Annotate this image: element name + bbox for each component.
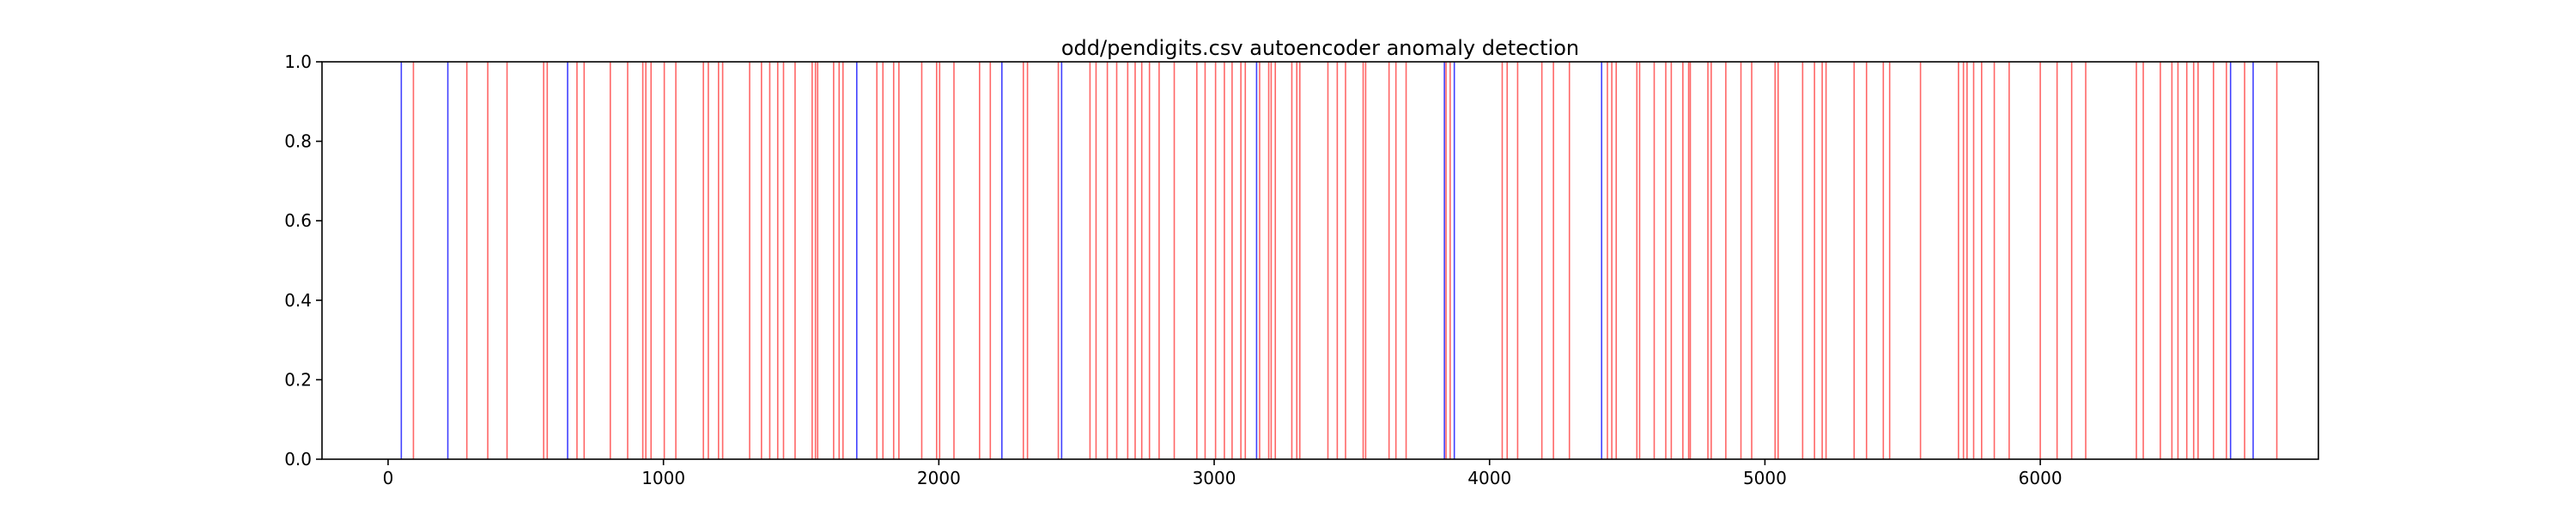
y-tick-label: 0.0 xyxy=(284,449,312,470)
x-tick-label: 2000 xyxy=(917,468,961,488)
plot-background xyxy=(322,62,2318,459)
y-tick-label: 0.4 xyxy=(284,290,312,311)
x-tick-label: 4000 xyxy=(1467,468,1511,488)
x-tick-label: 6000 xyxy=(2019,468,2063,488)
series-group xyxy=(400,62,2278,459)
x-tick-label: 1000 xyxy=(641,468,685,488)
y-tick-label: 1.0 xyxy=(284,52,312,72)
x-tick-label: 0 xyxy=(383,468,394,488)
anomaly-series-red xyxy=(412,62,2278,459)
x-axis-ticks: 0 1000 2000 3000 4000 5000 6000 xyxy=(383,459,2063,488)
x-tick-label: 5000 xyxy=(1743,468,1787,488)
y-tick-label: 0.2 xyxy=(284,369,312,390)
y-tick-label: 0.6 xyxy=(284,210,312,231)
chart-title: odd/pendigits.csv autoencoder anomaly de… xyxy=(1061,36,1579,60)
x-tick-label: 3000 xyxy=(1193,468,1236,488)
y-axis-ticks: 0.0 0.2 0.4 0.6 0.8 1.0 xyxy=(284,52,322,470)
plot-frame xyxy=(321,61,2319,460)
anomaly-series-blue xyxy=(400,62,2254,459)
y-tick-label: 0.8 xyxy=(284,131,312,152)
